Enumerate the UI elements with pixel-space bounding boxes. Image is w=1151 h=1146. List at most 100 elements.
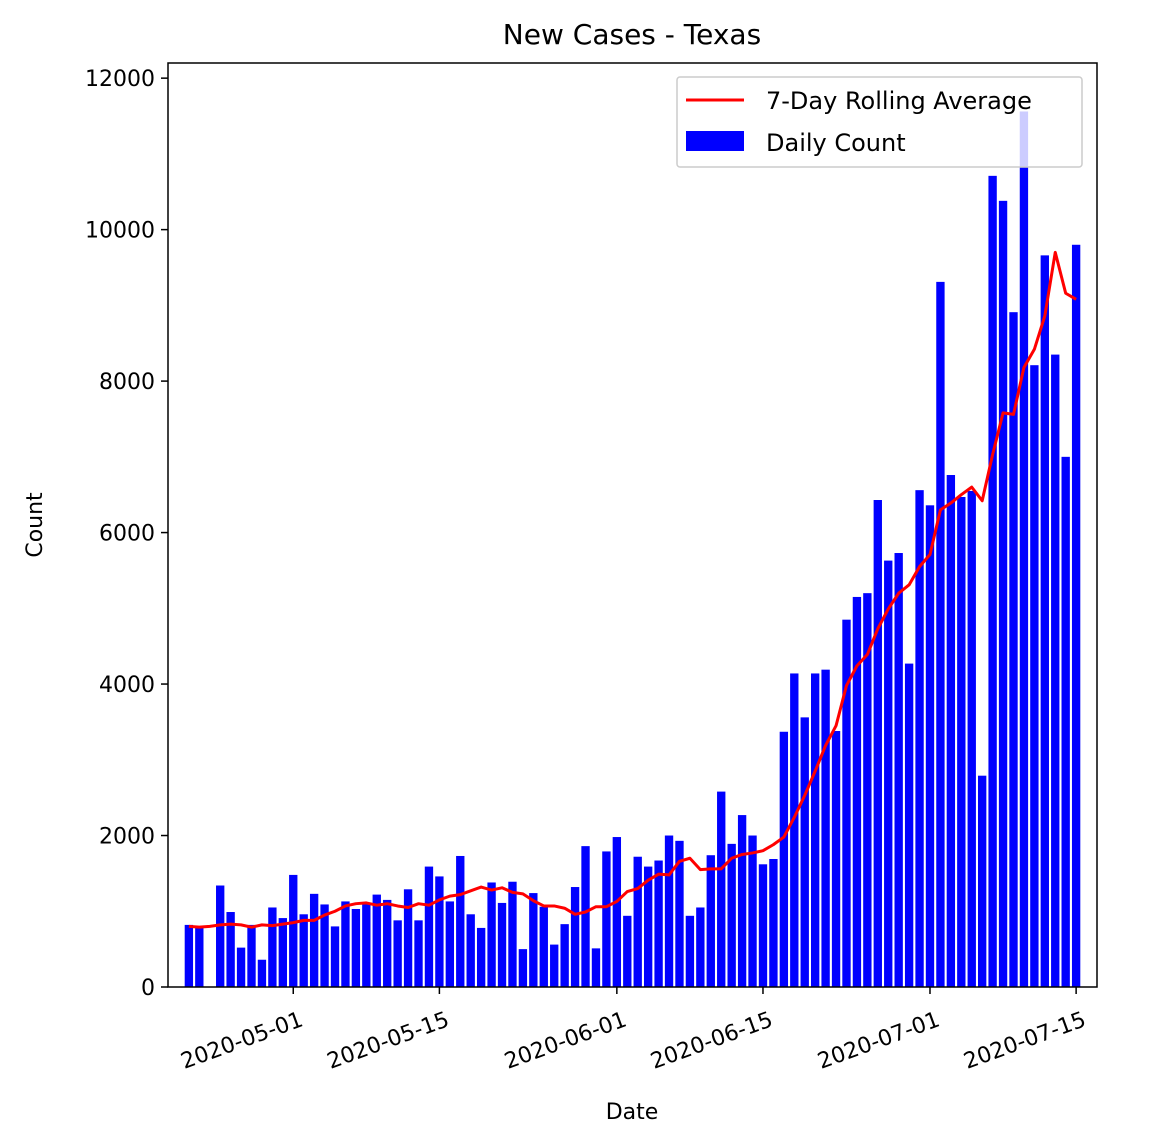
bar <box>476 927 486 987</box>
bar <box>748 835 757 987</box>
bar <box>1040 255 1049 987</box>
bar <box>403 889 413 987</box>
chart-title: New Cases - Texas <box>503 18 761 51</box>
bar <box>487 882 496 987</box>
bar <box>810 673 820 987</box>
bar <box>1071 244 1081 987</box>
bar <box>184 924 194 987</box>
bar <box>612 837 622 987</box>
legend-box <box>676 76 1083 168</box>
bar <box>435 876 444 987</box>
y-axis-label: Count <box>23 492 48 558</box>
bar <box>936 281 945 987</box>
x-axis: 2020-05-01 2020-05-15 2020-06-01 2020-06-15… <box>178 987 1090 1075</box>
y-axis: 0 2000 4000 6000 8000 10000 12000 <box>85 67 168 1001</box>
bar <box>873 500 882 987</box>
bar <box>299 914 308 987</box>
bar <box>309 893 319 987</box>
bar <box>988 175 997 988</box>
bar <box>957 496 966 987</box>
bar <box>257 959 267 987</box>
bar <box>362 902 371 987</box>
bar <box>456 855 465 987</box>
bar <box>675 840 684 987</box>
bars-group <box>184 111 1081 988</box>
bar <box>330 926 340 987</box>
bar <box>351 908 361 987</box>
bar <box>1030 365 1039 987</box>
bar <box>445 901 455 987</box>
x-tick-label: 2020-06-01 <box>501 1007 630 1074</box>
bar <box>758 864 768 987</box>
bar <box>852 596 862 987</box>
bar <box>560 924 569 987</box>
x-axis-label: Date <box>606 1100 659 1125</box>
x-tick-label: 2020-05-15 <box>324 1007 453 1074</box>
bar <box>696 907 705 987</box>
bar <box>550 944 559 987</box>
bar <box>706 855 715 987</box>
rolling-average-line <box>188 250 1077 929</box>
bar <box>769 859 778 987</box>
bar <box>602 851 611 987</box>
bar <box>372 894 381 987</box>
bar <box>1051 354 1060 988</box>
legend-entry-daily-count: Daily Count <box>766 129 906 157</box>
x-tick-label: 2020-07-01 <box>815 1007 944 1074</box>
bar <box>570 887 580 987</box>
bar <box>925 505 935 987</box>
bar <box>998 200 1008 988</box>
bar <box>289 874 298 987</box>
bar <box>779 731 789 987</box>
y-tick-label: 8000 <box>99 370 155 395</box>
rolling-average-group <box>188 250 1077 929</box>
bar <box>466 914 475 987</box>
bar <box>591 948 601 987</box>
bar <box>821 669 830 987</box>
bar <box>1009 312 1018 987</box>
bar <box>863 593 872 987</box>
bar <box>247 924 256 987</box>
legend: 7-Day Rolling Average Daily Count <box>676 76 1083 168</box>
bar <box>268 907 277 987</box>
bar <box>978 775 987 987</box>
bar <box>278 918 287 987</box>
bar <box>727 843 736 987</box>
bar <box>341 901 350 987</box>
bar <box>717 791 726 987</box>
bar <box>894 553 903 987</box>
bar <box>623 915 632 987</box>
legend-bar-swatch <box>686 131 744 151</box>
bar <box>800 717 809 987</box>
x-tick-label: 2020-05-01 <box>178 1007 307 1074</box>
y-tick-label: 0 <box>141 976 155 1001</box>
bar <box>967 490 976 987</box>
bar <box>884 560 893 987</box>
y-tick-label: 4000 <box>99 673 155 698</box>
bar <box>529 893 538 987</box>
bar <box>643 866 653 987</box>
y-tick-label: 6000 <box>99 522 155 547</box>
x-tick-label: 2020-07-15 <box>961 1007 1090 1074</box>
bar <box>654 860 663 987</box>
bar <box>195 927 204 987</box>
bar <box>216 885 225 987</box>
legend-entry-rolling-average: 7-Day Rolling Average <box>766 87 1032 115</box>
bar <box>508 881 517 987</box>
bar <box>539 906 548 987</box>
bar <box>226 912 235 987</box>
y-tick-label: 2000 <box>99 825 155 850</box>
bar <box>393 920 402 987</box>
bar <box>320 904 329 987</box>
bar <box>383 899 392 987</box>
bar <box>664 835 674 987</box>
bar <box>737 815 747 987</box>
bar <box>414 920 423 987</box>
x-tick-label: 2020-06-15 <box>648 1007 777 1074</box>
bar <box>518 949 528 987</box>
bar <box>915 490 924 987</box>
bar <box>633 856 642 987</box>
bar <box>1061 456 1070 988</box>
y-tick-label: 10000 <box>85 219 155 244</box>
